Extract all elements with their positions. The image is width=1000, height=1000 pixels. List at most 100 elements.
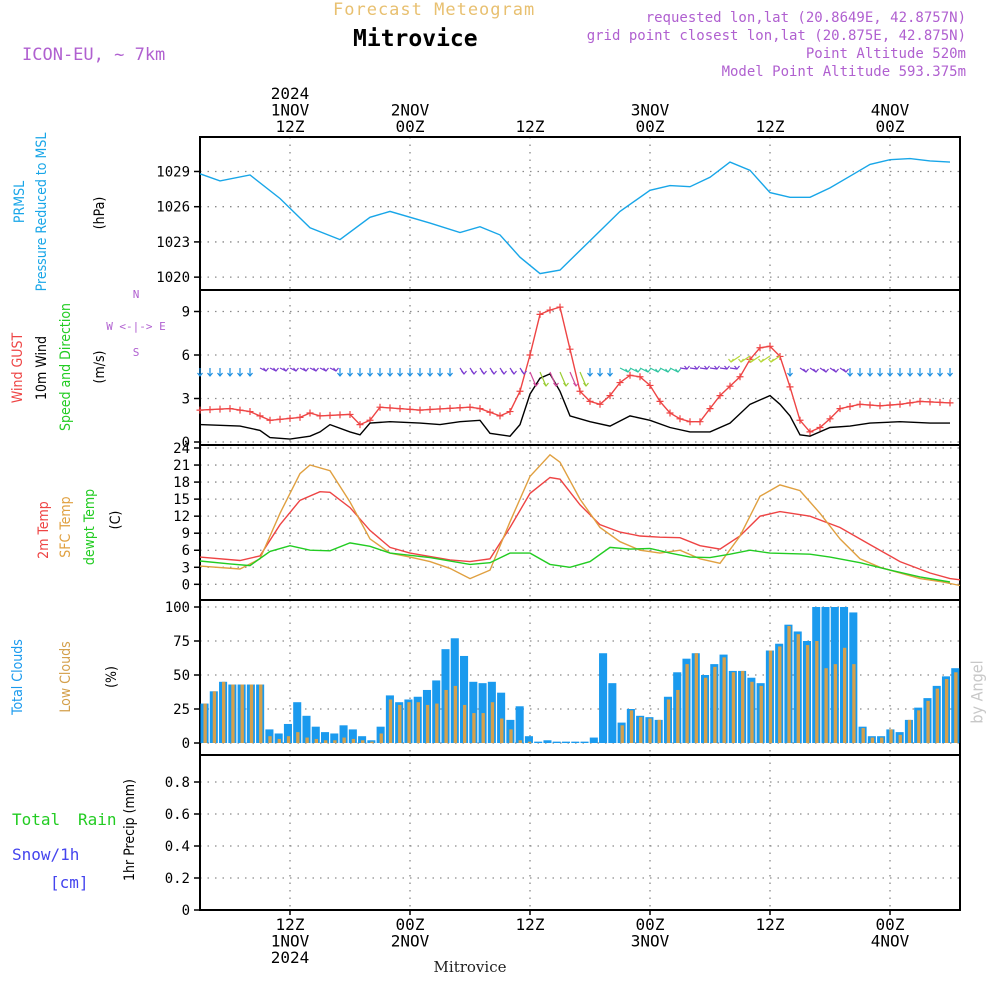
top-time-label: 1NOV	[271, 101, 310, 120]
low-cloud-bar	[500, 718, 504, 743]
wind-direction-arrowhead	[333, 367, 339, 372]
gust-marker	[856, 400, 864, 408]
point-altitude: Point Altitude 520m	[805, 46, 966, 62]
wind-direction-arrowhead	[803, 368, 809, 373]
y-tick-label-pressure: 1020	[156, 270, 190, 286]
gust-marker	[826, 415, 834, 423]
panel-frame-precip	[199, 754, 961, 911]
gust-marker	[576, 387, 584, 395]
label-c-unit: (C)	[108, 511, 124, 530]
compass-we: W <-|-> E	[106, 320, 166, 333]
total-cloud-bar	[608, 683, 617, 743]
wind-direction-arrowhead	[787, 372, 793, 377]
gust-marker	[436, 405, 444, 413]
total-cloud-bar	[561, 741, 571, 743]
low-cloud-bar	[713, 666, 717, 743]
wind-direction-arrowhead	[847, 372, 853, 377]
low-cloud-bar	[222, 681, 226, 743]
total-cloud-bar	[515, 706, 524, 743]
wind-direction-arrow	[559, 371, 567, 387]
gust-marker	[206, 406, 214, 414]
low-cloud-bar	[944, 679, 949, 743]
wind-direction-arrowhead	[197, 372, 203, 377]
gust-marker	[236, 406, 244, 414]
wind-direction-arrowhead	[704, 365, 710, 370]
gust-marker	[656, 397, 664, 405]
wind-direction-arrowhead	[655, 368, 661, 373]
gust-marker	[646, 381, 654, 389]
wind-direction-arrow	[579, 371, 587, 387]
total-cloud-bar	[469, 681, 478, 743]
label-precip-unit: 1hr Precip (mm)	[122, 779, 138, 881]
total-cloud-bar	[330, 733, 339, 743]
gust-marker	[846, 402, 854, 410]
wind-direction-arrowhead	[833, 368, 839, 373]
wind-direction-arrowhead	[357, 372, 363, 377]
gust-marker	[356, 421, 364, 429]
wind-direction-arrow	[719, 367, 728, 370]
wind-direction-arrowhead	[501, 370, 507, 375]
gust-marker	[796, 416, 804, 424]
gust-marker	[376, 403, 384, 411]
wind-direction-arrowhead	[714, 365, 720, 370]
top-time-label: 00Z	[396, 117, 425, 136]
wind-direction-arrowhead	[937, 372, 943, 377]
gust-marker	[256, 412, 264, 420]
label-total-clouds: Total Clouds	[10, 639, 26, 716]
wind-direction-arrow	[539, 371, 547, 387]
wind-direction-arrowhead	[533, 382, 539, 387]
gust-marker	[696, 418, 704, 426]
y-tick-label-wind: 6	[182, 348, 190, 364]
wind-direction-arrowhead	[521, 370, 527, 375]
wind-direction-arrowhead	[675, 368, 681, 373]
total-cloud-bar	[311, 726, 320, 743]
gust-marker	[326, 411, 334, 419]
series-line-dewpt-temp	[199, 542, 951, 583]
y-tick-label-clouds: 100	[165, 600, 190, 616]
model-label: ICON-EU, ~ 7km	[22, 45, 166, 65]
total-cloud-bar	[497, 692, 506, 743]
y-tick-label-precip: 0.6	[165, 807, 190, 823]
gust-marker	[666, 409, 674, 417]
wind-direction-arrowhead	[347, 372, 353, 377]
wind-direction-arrow	[729, 367, 738, 370]
total-cloud-bar	[293, 702, 302, 743]
low-cloud-bar	[657, 719, 661, 743]
bottom-time-label: 12Z	[516, 915, 545, 934]
low-cloud-bar	[935, 688, 939, 743]
gust-marker	[296, 413, 304, 421]
wind-direction-arrowhead	[823, 368, 829, 373]
low-cloud-bar	[898, 734, 902, 743]
y-tick-label-wind: 9	[182, 305, 190, 321]
label-sfc-temp: SFC Temp	[58, 496, 74, 557]
wind-direction-arrowhead	[843, 368, 849, 373]
gust-marker	[466, 403, 474, 411]
wind-direction-arrowhead	[768, 358, 774, 363]
y-tick-label-temperature: 18	[173, 475, 190, 491]
wind-direction-arrowhead	[337, 372, 343, 377]
y-tick-label-temperature: 21	[173, 458, 190, 474]
wind-direction-arrowhead	[323, 367, 329, 372]
wind-direction-arrowhead	[293, 367, 299, 372]
total-cloud-bar	[320, 732, 330, 743]
panel-frame-temperature	[199, 444, 961, 601]
low-cloud-bar	[518, 740, 522, 743]
wind-direction-arrowhead	[748, 358, 754, 363]
gust-marker	[386, 404, 394, 412]
top-time-label: 00Z	[876, 117, 905, 136]
gust-marker	[816, 424, 824, 431]
wind-direction-arrowhead	[583, 382, 589, 387]
wind-direction-arrowhead	[447, 372, 453, 377]
gust-marker	[566, 345, 574, 353]
panel-frame-wind	[199, 289, 961, 446]
wind-direction-arrowhead	[684, 365, 690, 370]
low-cloud-bar	[305, 737, 309, 743]
y-tick-label-temperature: 15	[173, 492, 190, 508]
wind-direction-arrowhead	[625, 368, 631, 373]
low-cloud-bar	[277, 738, 281, 743]
low-cloud-bar	[759, 685, 763, 743]
low-cloud-bar	[741, 670, 745, 743]
wind-direction-arrow	[709, 367, 718, 370]
label-2m-temp: 2m Temp	[36, 501, 52, 559]
